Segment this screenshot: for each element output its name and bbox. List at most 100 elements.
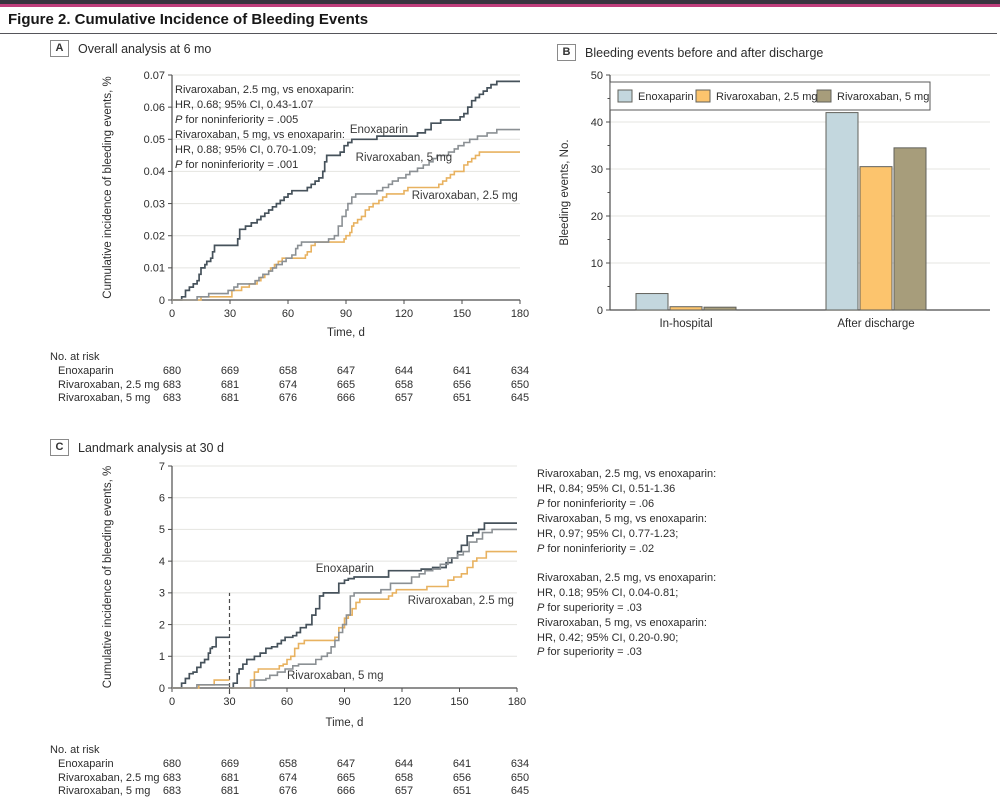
legend-swatch <box>816 89 832 103</box>
category-label: In-hospital <box>659 318 712 330</box>
series-rivaroxaban-5-mg <box>172 128 520 301</box>
risk-cell: 656 <box>452 378 472 391</box>
tick-label: 5 <box>159 524 165 536</box>
curve-label: Rivaroxaban, 5 mg <box>287 670 384 682</box>
figure-title: Figure 2. Cumulative Incidence of Bleedi… <box>8 11 369 28</box>
bar-rivaroxaban-5-mg <box>893 147 927 311</box>
series-rivaroxaban-2-5-mg <box>172 151 520 301</box>
risk-cell: 651 <box>452 392 472 404</box>
tick-label: 30 <box>223 696 235 708</box>
panel-b-title: Bleeding events before and after dischar… <box>585 45 824 60</box>
annotation-line: HR, 0.68; 95% CI, 0.43-1.07 <box>175 98 314 111</box>
risk-cell: 681 <box>220 392 240 404</box>
annotation-line: HR, 0.88; 95% CI, 0.70-1.09; <box>175 143 317 156</box>
tick-label: 0 <box>159 295 165 307</box>
tick-label: 1 <box>159 651 165 663</box>
panel-a-annotation: Rivaroxaban, 2.5 mg, vs enoxaparin: HR, 0… <box>175 83 410 173</box>
risk-cell: 683 <box>162 771 182 784</box>
risk-cell: 680 <box>162 758 182 770</box>
annotation-line: Rivaroxaban, 2.5 mg, vs enoxaparin: <box>537 468 717 480</box>
series-rivaroxaban-5-mg <box>172 684 230 689</box>
annotation-line: Rivaroxaban, 5 mg, vs enoxaparin: <box>175 128 345 141</box>
curve-label: Rivaroxaban, 2.5 mg <box>408 595 514 607</box>
risk-cell: 634 <box>510 758 530 770</box>
risk-cell: 669 <box>220 758 240 770</box>
risk-cell: 650 <box>510 771 530 784</box>
risk-row-label: Rivaroxaban, 2.5 mg <box>58 378 160 391</box>
risk-cell: 644 <box>394 365 414 377</box>
risk-cell: 666 <box>336 392 356 404</box>
risk-row-label: Enoxaparin <box>58 365 114 377</box>
panel-c-risk-table: No. at risk Enoxaparin 680 669 658 647 644 641 6… <box>0 744 1000 800</box>
risk-cell: 683 <box>162 785 182 797</box>
annotation-line: HR, 0.84; 95% CI, 0.51-1.36 <box>537 482 676 495</box>
risk-cell: 656 <box>452 771 472 784</box>
annotation-line: Rivaroxaban, 5 mg, vs enoxaparin: <box>537 512 707 525</box>
risk-cell: 647 <box>336 758 356 770</box>
tick-label: 180 <box>508 696 526 708</box>
risk-cell: 683 <box>162 392 182 404</box>
y-axis-label: Bleeding events, No. <box>559 139 571 245</box>
risk-table-header: No. at risk <box>50 351 100 363</box>
tick-label: 0.07 <box>144 70 165 82</box>
panel-a-risk-table: No. at risk Enoxaparin 680 669 658 647 644 641 6… <box>0 351 1000 407</box>
top-rule-accent <box>0 4 1000 7</box>
tick-label: 3 <box>159 588 165 600</box>
risk-cell: 641 <box>452 758 472 770</box>
risk-row-label: Rivaroxaban, 2.5 mg <box>58 771 160 784</box>
risk-cell: 647 <box>336 365 356 377</box>
annotation-block: Rivaroxaban, 2.5 mg, vs enoxaparin: HR, 0… <box>537 467 787 557</box>
tick-label: 0.06 <box>144 102 165 114</box>
tick-label: 4 <box>159 556 165 568</box>
annotation-line: P for noninferiority = .02 <box>537 542 655 555</box>
risk-cell: 680 <box>162 365 182 377</box>
annotation-line: P for noninferiority = .005 <box>175 113 299 126</box>
tick-label: 0.03 <box>144 198 165 210</box>
panel-b-chart: 0 10 20 30 40 50 In-hospital After discharge Ble… <box>559 70 990 330</box>
risk-cell: 634 <box>510 365 530 377</box>
tick-label: 60 <box>281 696 293 708</box>
legend-label: Rivaroxaban, 2.5 mg <box>716 91 818 103</box>
annotation-line: P for noninferiority = .001 <box>175 158 299 171</box>
tick-label: 60 <box>282 308 294 320</box>
tick-label: 7 <box>159 461 165 473</box>
annotation-line: Rivaroxaban, 5 mg, vs enoxaparin: <box>537 616 707 629</box>
bar-rivaroxaban-2-5-mg <box>669 306 703 311</box>
tick-label: 90 <box>340 308 352 320</box>
panel-b-header: B Bleeding events before and after disch… <box>557 44 823 61</box>
x-axis-label: Time, d <box>326 717 364 729</box>
x-axis-label: Time, d <box>327 327 365 339</box>
annotation-line: Rivaroxaban, 2.5 mg, vs enoxaparin: <box>175 84 355 96</box>
tick-label: 0 <box>169 696 175 708</box>
legend-swatch <box>617 89 633 103</box>
bar-rivaroxaban-5-mg <box>703 306 737 311</box>
risk-row-label: Enoxaparin <box>58 758 114 770</box>
risk-cell: 658 <box>278 365 298 377</box>
panel-a-tag: A <box>50 40 69 57</box>
risk-row-label: Rivaroxaban, 5 mg <box>58 392 151 404</box>
curve-label: Rivaroxaban, 5 mg <box>356 152 453 164</box>
legend-box <box>609 81 931 111</box>
risk-cell: 645 <box>510 785 530 797</box>
panel-b-tag: B <box>557 44 576 61</box>
legend-label: Rivaroxaban, 5 mg <box>837 91 929 103</box>
risk-cell: 674 <box>278 771 298 784</box>
annotation-line: HR, 0.18; 95% CI, 0.04-0.81; <box>537 586 679 599</box>
curve-label: Rivaroxaban, 2.5 mg <box>412 190 518 202</box>
tick-label: 50 <box>591 70 603 82</box>
bar-enoxaparin <box>825 112 859 311</box>
panel-c-chart: 0 1 2 3 4 5 6 7 0 30 60 90 120 150 180 Time, d Cumulativ… <box>102 461 526 729</box>
panel-c-annotation: Rivaroxaban, 2.5 mg, vs enoxaparin: HR, 0… <box>537 467 787 674</box>
risk-cell: 651 <box>452 785 472 797</box>
risk-cell: 657 <box>394 392 414 404</box>
tick-label: 40 <box>591 117 603 129</box>
tick-label: 6 <box>159 493 165 505</box>
top-rule-dark <box>0 0 1000 4</box>
curve-label: Enoxaparin <box>316 563 374 575</box>
annotation-line: HR, 0.97; 95% CI, 0.77-1.23; <box>537 527 679 540</box>
series-enoxaparin <box>172 80 520 301</box>
series-enoxaparin <box>172 636 230 689</box>
tick-label: 150 <box>453 308 471 320</box>
risk-cell: 657 <box>394 785 414 797</box>
risk-cell: 676 <box>278 785 298 797</box>
